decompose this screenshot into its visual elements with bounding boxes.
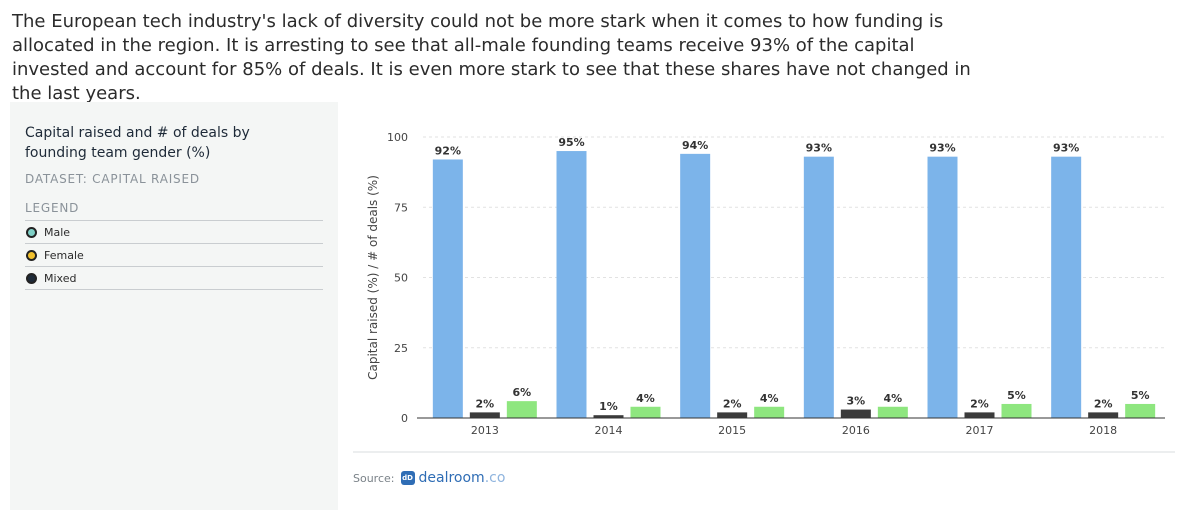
chart-area: 0 25 50 75 100 Capital raised (%) / # of deal… [340,102,1200,510]
legend-item-female[interactable]: Female [25,244,323,267]
x-tick-label: 2013 [471,424,499,437]
data-label: 93% [1053,142,1079,155]
intro-text: The European tech industry's lack of div… [12,11,971,104]
x-tick-label: 2016 [842,424,870,437]
data-label: 95% [558,136,584,149]
dealroom-logo-icon[interactable]: dD [400,471,415,485]
legend: Male Female Mixed [25,220,323,290]
source-label: Source: [353,471,395,485]
y-tick-label: 0 [401,412,408,425]
bar-female [1001,403,1032,418]
data-label: 93% [929,142,955,155]
x-tick-label: 2017 [966,424,994,437]
x-tick-label: 2018 [1089,424,1117,437]
data-label: 93% [806,142,832,155]
bar-mixed [717,412,748,418]
data-label: 3% [846,395,865,408]
dealroom-logo-text[interactable]: dealroom.co [419,470,506,486]
legend-item-male[interactable]: Male [25,221,323,244]
data-label: 5% [1131,389,1150,402]
legend-label-mixed: Mixed [44,271,77,285]
bar-female [754,406,785,418]
data-label: 1% [599,400,618,413]
bar-mixed [1088,412,1119,418]
data-label: 92% [435,144,461,157]
x-tick-label: 2015 [718,424,746,437]
bar-male [680,153,711,419]
bar-mixed [469,412,500,418]
bar-male [803,156,834,419]
data-label: 5% [1007,389,1026,402]
bar-female [630,406,661,418]
bar-male [556,151,587,419]
male-dot-icon [26,226,37,238]
bar-female [1125,403,1156,418]
x-tick-label: 2014 [595,424,623,437]
bar-male [432,159,463,419]
bar-mixed [964,412,995,418]
legend-item-mixed[interactable]: Mixed [25,267,323,290]
bar-mixed [593,415,624,418]
bar-chart: 0 25 50 75 100 Capital raised (%) / # of deal… [353,131,1175,453]
chart-settings-panel: Capital raised and # of deals by foundin… [10,102,338,510]
data-label: 2% [1094,397,1113,410]
brand-tld: .co [484,470,506,486]
female-dot-icon [26,249,37,261]
y-tick-label: 75 [394,201,408,214]
bar-female [506,401,537,418]
data-label: 4% [636,392,655,405]
bar-mixed [840,409,871,418]
y-tick-label: 25 [394,342,408,355]
data-label: 4% [760,392,779,405]
data-label: 94% [682,139,708,152]
data-label: 6% [512,386,531,399]
data-label: 4% [883,392,902,405]
mixed-dot-icon [26,272,37,284]
bar-female [877,406,908,418]
data-label: 2% [970,397,989,410]
brand-name: dealroom [418,470,485,486]
bar-male [927,156,958,419]
data-label: 2% [475,397,494,410]
source-line: Source: dD dealroom.co [353,470,505,486]
dataset-label: DATASET: CAPITAL RAISED [25,172,200,186]
legend-label-male: Male [44,225,71,239]
legend-title: LEGEND [25,201,80,215]
legend-label-female: Female [44,248,84,262]
chart-title: Capital raised and # of deals by foundin… [25,125,250,161]
data-label: 2% [723,397,742,410]
y-tick-label: 50 [394,272,408,285]
bar-male [1051,156,1082,419]
y-tick-label: 100 [387,131,408,144]
y-axis-label: Capital raised (%) / # of deals (%) [366,175,380,380]
